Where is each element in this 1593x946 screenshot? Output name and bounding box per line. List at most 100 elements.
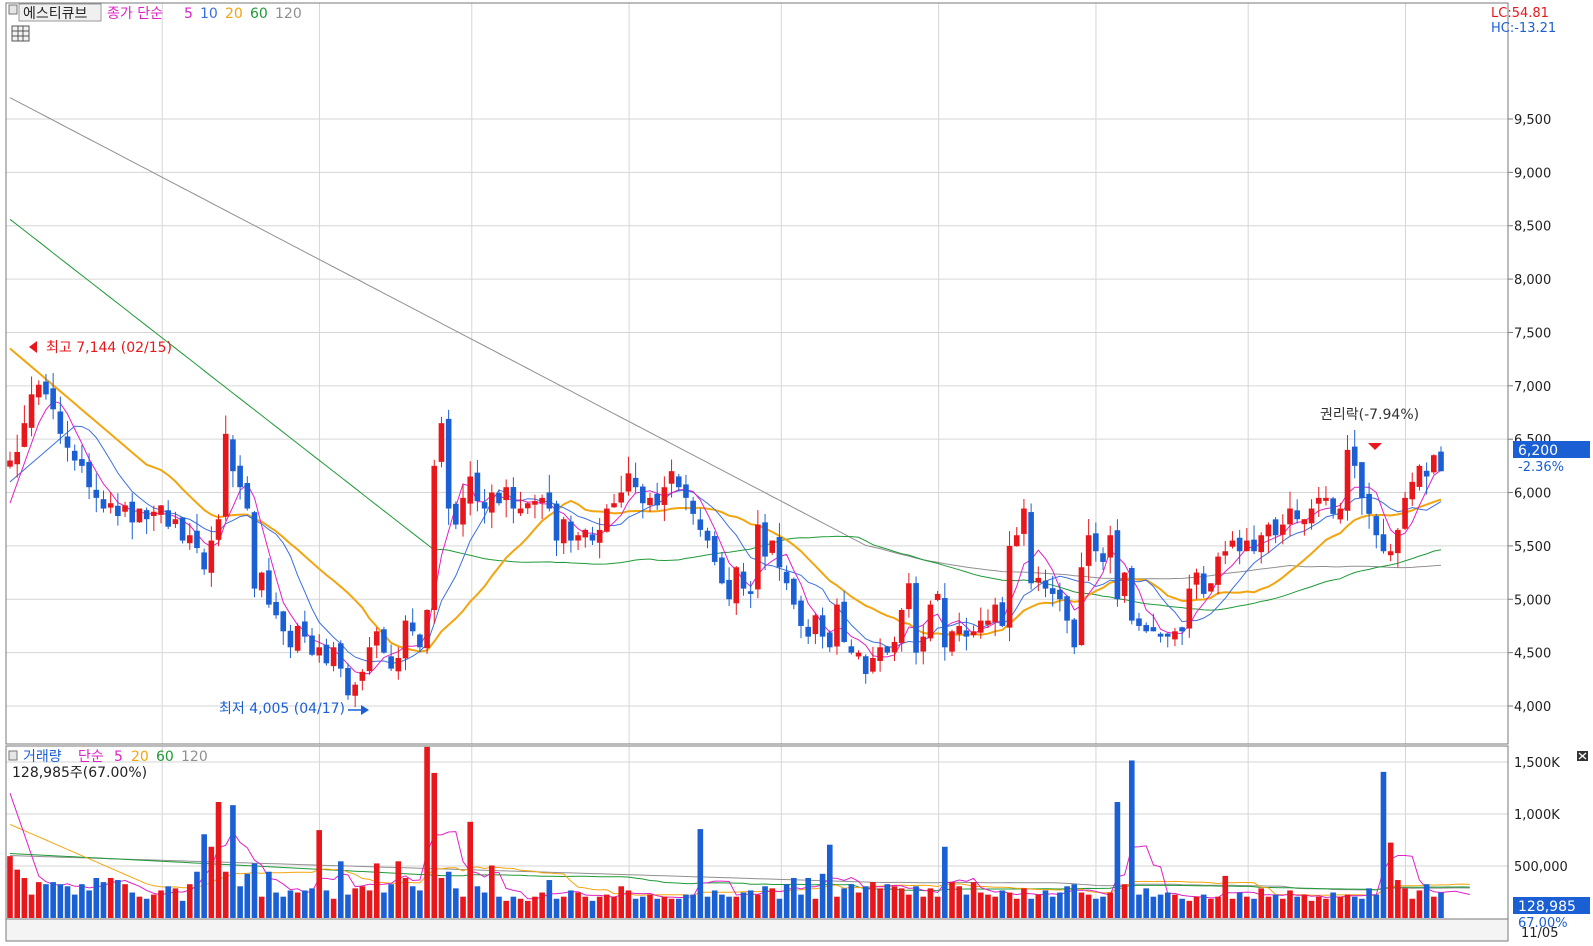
candle (1236, 529, 1243, 565)
candle (438, 416, 445, 468)
hc-value: HC:-13.21 (1491, 21, 1556, 36)
volume-legend-toggle-icon[interactable] (8, 750, 18, 761)
candle (1431, 454, 1437, 475)
candle (1438, 446, 1444, 472)
volume-bar (129, 892, 136, 918)
volume-bar (79, 884, 85, 918)
volume-bar (977, 892, 984, 918)
legend-toggle-icon[interactable] (8, 4, 18, 15)
volume-bar (1114, 802, 1121, 918)
candle (560, 516, 567, 555)
candle (826, 630, 833, 652)
volume-bar (611, 896, 617, 918)
candle (71, 444, 78, 471)
candle (496, 489, 502, 506)
candle (381, 626, 387, 654)
price-tick-label: 6,000 (1514, 487, 1551, 502)
candle (7, 451, 13, 469)
volume-bar (1179, 898, 1185, 918)
volume-bar (913, 886, 919, 918)
candle (769, 540, 776, 556)
low-arrow-icon (361, 705, 369, 715)
candle (1351, 429, 1358, 479)
candle (1323, 486, 1329, 506)
candle (625, 456, 632, 496)
volume-bar (704, 896, 711, 918)
candle (1064, 594, 1070, 634)
candle (661, 476, 668, 522)
volume-bar (28, 894, 35, 918)
volume-bar (927, 888, 934, 918)
volume-legend-ma120: 120 (181, 749, 208, 765)
candle (395, 647, 402, 680)
volume-bar (690, 894, 696, 918)
candle (683, 474, 689, 511)
volume-bar (1071, 884, 1078, 918)
candle (366, 636, 373, 675)
volume-bar (1287, 890, 1293, 918)
candle (294, 623, 301, 653)
candle (675, 473, 682, 492)
current-change: -2.36% (1518, 460, 1564, 475)
volume-bar (287, 890, 294, 918)
stock-name-box[interactable] (18, 3, 102, 22)
candle (510, 477, 517, 524)
volume-bar (1279, 898, 1286, 918)
volume-bar (762, 886, 768, 918)
ex-rights-arrow-icon (1368, 443, 1382, 450)
candle (1359, 461, 1365, 515)
volume-current-text: 128,985주(67.00%) (12, 765, 147, 781)
candle (733, 566, 740, 615)
candle (309, 627, 315, 657)
candle (258, 571, 265, 598)
candle (1416, 464, 1423, 491)
candle (467, 461, 474, 516)
volume-bar (985, 894, 991, 918)
volume-bar (402, 877, 409, 918)
candle (755, 510, 761, 599)
candle (280, 610, 287, 645)
volume-ma-type: 단순 (78, 749, 104, 765)
volume-bar (755, 894, 761, 918)
volume-bar (158, 890, 164, 918)
candle (539, 494, 545, 520)
volume-bar (683, 894, 689, 918)
candle (165, 500, 172, 530)
volume-bar (524, 900, 531, 918)
candle (517, 491, 524, 517)
candle (906, 572, 912, 618)
volume-panel-close-icon[interactable] (1577, 751, 1588, 761)
table-view-icon[interactable] (11, 25, 30, 42)
volume-bar (179, 900, 186, 918)
volume-bar (1035, 894, 1042, 918)
candle (776, 522, 783, 581)
volume-bar (826, 844, 833, 918)
volume-bar (920, 896, 927, 918)
volume-legend-ma20: 20 (131, 749, 149, 765)
candle (596, 518, 603, 559)
price-tick-label: 4,000 (1514, 700, 1551, 715)
volume-bar (43, 884, 49, 918)
volume-bar (381, 892, 387, 918)
candle (1423, 462, 1430, 495)
candle (186, 523, 193, 550)
volume-bar (733, 896, 740, 918)
candle (409, 608, 416, 636)
volume-bar (165, 886, 172, 918)
candle (474, 460, 481, 512)
candle (302, 610, 308, 643)
volume-bar (1157, 894, 1164, 918)
volume-bar (675, 898, 682, 918)
volume-bar (884, 884, 891, 918)
volume-bar (805, 877, 812, 918)
candle (812, 613, 819, 645)
volume-bar (1021, 888, 1027, 918)
volume-bar (891, 886, 898, 918)
candle (373, 627, 380, 659)
candle (1330, 496, 1336, 519)
volume-bar (1366, 888, 1372, 918)
low-annotation: 최저 4,005 (04/17) (219, 701, 369, 717)
candle (345, 663, 351, 700)
volume-bar (345, 894, 351, 918)
volume-legend-ma60: 60 (156, 749, 174, 765)
